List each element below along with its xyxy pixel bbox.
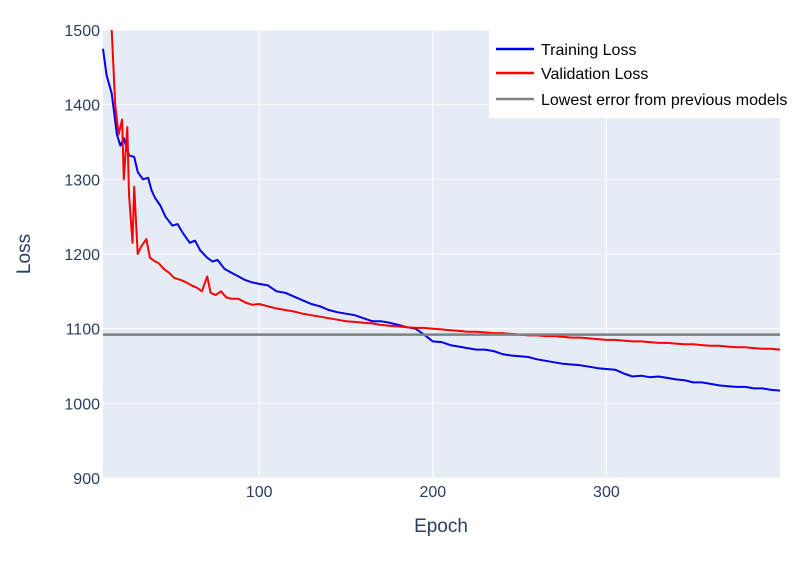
y-tick-label: 1100 [66, 322, 101, 339]
y-tick-label: 1300 [64, 172, 100, 189]
y-tick-label: 1000 [64, 396, 100, 413]
x-tick-label: 300 [593, 484, 620, 501]
tick-labels: 900 1000 1100 1200 1300 1400 1500 100 200 300 [64, 23, 619, 501]
legend-label-baseline: Lowest error from previous models [541, 92, 787, 109]
series-lines [102, 29, 781, 392]
legend-label-validation: Validation Loss [541, 66, 648, 83]
legend: Training Loss Validation Loss Lowest err… [489, 30, 787, 118]
legend-label-training: Training Loss [541, 42, 636, 59]
training-loss-line [102, 48, 781, 392]
y-axis-title: Loss [14, 234, 35, 274]
y-tick-label: 1500 [64, 23, 100, 40]
y-tick-label: 1200 [64, 247, 100, 264]
y-tick-label: 900 [73, 471, 100, 488]
x-tick-label: 100 [246, 484, 273, 501]
validation-loss-line [110, 29, 781, 351]
legend-background [489, 30, 781, 118]
x-axis-title: Epoch [414, 516, 468, 537]
y-tick-label: 1400 [64, 98, 100, 115]
x-tick-label: 200 [419, 484, 446, 501]
